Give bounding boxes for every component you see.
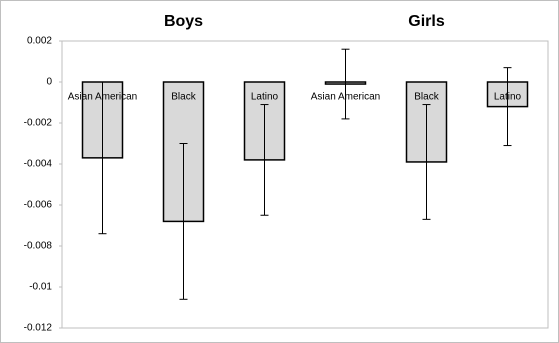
y-tick-label: 0: [46, 77, 52, 88]
y-tick-label: -0.012: [24, 323, 53, 334]
plot-area: [61, 40, 549, 329]
group-title: Girls: [408, 13, 445, 30]
category-label: Black: [414, 92, 439, 103]
y-tick-label: -0.002: [24, 118, 53, 129]
category-label: Asian American: [68, 92, 137, 103]
category-label: Asian American: [311, 92, 380, 103]
group-title: Boys: [164, 13, 203, 30]
y-tick-label: -0.006: [24, 200, 53, 211]
y-tick-label: -0.004: [24, 159, 53, 170]
category-label: Latino: [494, 92, 522, 103]
category-label: Black: [171, 92, 196, 103]
category-label: Latino: [251, 92, 279, 103]
y-tick-label: -0.01: [29, 282, 52, 293]
y-tick-label: 0.002: [27, 36, 52, 47]
y-tick-label: -0.008: [24, 241, 53, 252]
